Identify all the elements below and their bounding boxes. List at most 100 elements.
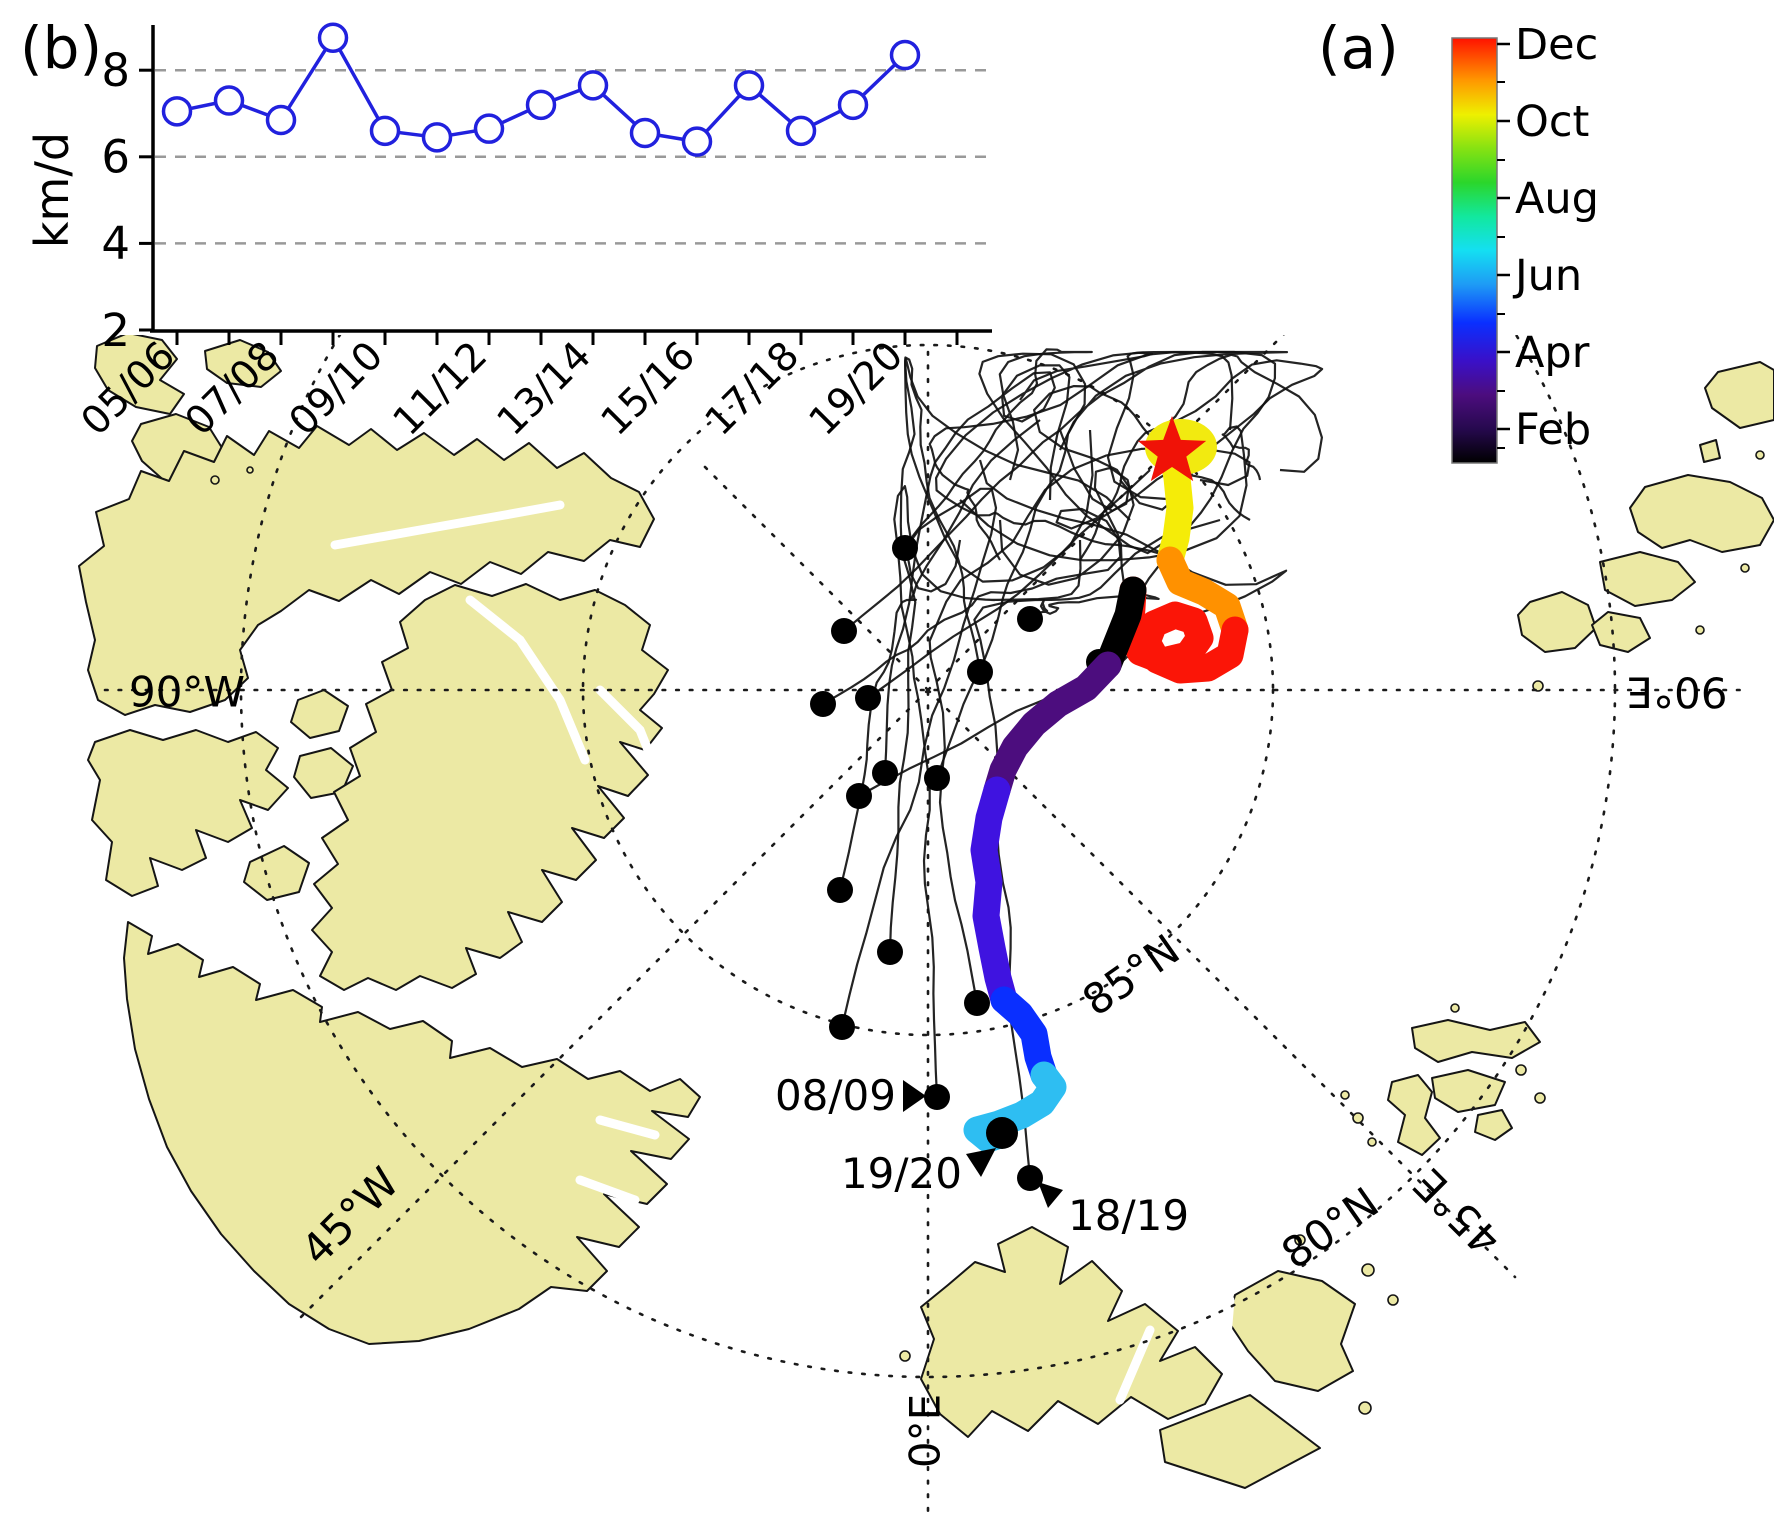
track-end-dot bbox=[924, 765, 950, 791]
track-end-dot bbox=[827, 877, 853, 903]
x-tick-label: 13/14 bbox=[489, 333, 600, 444]
islet bbox=[1340, 1090, 1350, 1100]
track-end-dot bbox=[877, 939, 903, 965]
thin-drift-tracks bbox=[822, 348, 1324, 1179]
data-point-marker bbox=[837, 89, 869, 121]
meridian-line bbox=[926, 335, 1285, 692]
landmass bbox=[1704, 361, 1774, 429]
islet bbox=[1534, 1092, 1546, 1104]
longitude-label: 90°E bbox=[1627, 667, 1728, 716]
fjord-channel bbox=[575, 1175, 640, 1205]
drift-track-line bbox=[935, 352, 1170, 779]
track-end-dot bbox=[872, 760, 898, 786]
longitude-label: 90°W bbox=[129, 668, 245, 717]
data-point-marker bbox=[369, 115, 401, 147]
drift-track-tangle bbox=[959, 425, 1262, 562]
fjord-channel bbox=[1220, 1295, 1235, 1365]
meridian-line bbox=[926, 688, 1517, 1279]
y-axis-title: km/d bbox=[25, 132, 79, 248]
drift-track-tangle bbox=[934, 351, 1181, 562]
data-point-marker bbox=[421, 122, 453, 153]
track-month-segment bbox=[983, 651, 1122, 804]
panel-b-label: (b) bbox=[20, 14, 102, 82]
longitude-label: 45°E bbox=[1404, 1159, 1510, 1265]
islet bbox=[1695, 625, 1705, 635]
meridian-line bbox=[698, 460, 930, 692]
islet bbox=[1740, 563, 1750, 573]
x-tick-label: 09/10 bbox=[281, 333, 392, 444]
islet bbox=[899, 1350, 911, 1362]
data-point-marker bbox=[213, 85, 245, 116]
colorbar-month-label: Jun bbox=[1512, 251, 1582, 301]
y-tick-label: 8 bbox=[101, 44, 130, 97]
colorbar-month-label: Apr bbox=[1515, 328, 1590, 378]
landmass bbox=[920, 1226, 1223, 1438]
data-point-marker bbox=[577, 70, 609, 101]
track-end-dot bbox=[810, 691, 836, 717]
panel-a-label: (a) bbox=[1318, 14, 1399, 82]
track-end-dot bbox=[924, 1084, 950, 1110]
colorbar-month-label: Oct bbox=[1515, 97, 1589, 147]
season-annotation-label: 18/19 bbox=[1068, 1191, 1189, 1240]
data-point-marker bbox=[681, 126, 713, 157]
landmass bbox=[1227, 1270, 1356, 1392]
data-point-marker bbox=[785, 115, 817, 147]
islet bbox=[1755, 450, 1765, 460]
track-end-dot bbox=[1017, 606, 1043, 632]
y-tick-label: 2 bbox=[101, 304, 130, 357]
x-tick-label: 19/20 bbox=[801, 333, 912, 444]
y-tick-label: 6 bbox=[101, 131, 130, 184]
landmass bbox=[78, 425, 655, 716]
islet bbox=[1367, 1137, 1377, 1147]
landmass bbox=[311, 583, 669, 991]
colorbar-month-label: Feb bbox=[1515, 405, 1591, 455]
graticule bbox=[103, 335, 1752, 1514]
data-point-marker bbox=[473, 113, 505, 144]
islet bbox=[1387, 1294, 1399, 1306]
landmass bbox=[243, 845, 310, 901]
fjord-channel bbox=[345, 605, 370, 725]
data-point-marker bbox=[629, 117, 661, 149]
landmass bbox=[87, 729, 289, 897]
season-annotations: 08/09 19/20 18/19 bbox=[775, 1071, 1189, 1240]
landmass bbox=[1629, 474, 1774, 553]
colorbar-month-label: Dec bbox=[1515, 20, 1598, 70]
latitude-label: 80°N bbox=[1273, 1178, 1388, 1279]
fjord-channel bbox=[595, 1115, 660, 1140]
x-tick-label: 15/16 bbox=[593, 333, 704, 444]
track-end-dot bbox=[1017, 1165, 1043, 1191]
latitude-circle bbox=[581, 343, 1275, 1037]
track-end-dot bbox=[831, 618, 857, 644]
data-point-marker bbox=[525, 89, 557, 121]
landmass bbox=[1699, 439, 1721, 463]
islet bbox=[1532, 680, 1544, 692]
season-annotation-label: 19/20 bbox=[841, 1149, 962, 1198]
landmass bbox=[1474, 1109, 1513, 1141]
drift-track-tangle bbox=[928, 351, 1234, 561]
data-point-marker bbox=[161, 96, 193, 127]
annotation-arrow-icon bbox=[966, 1148, 996, 1177]
islet bbox=[246, 466, 254, 474]
fjord-channel bbox=[595, 685, 665, 785]
track-end-dot bbox=[967, 659, 993, 685]
track-month-segment bbox=[1116, 576, 1249, 684]
track-end-dot bbox=[892, 535, 918, 561]
fjord-channel bbox=[465, 595, 590, 765]
land-masses bbox=[78, 335, 1774, 1489]
latitude-label: 85°N bbox=[1074, 925, 1189, 1026]
track-end-dot bbox=[846, 783, 872, 809]
landmass bbox=[1411, 1019, 1541, 1063]
start-star-icon bbox=[1137, 416, 1207, 482]
track-end-dot bbox=[964, 990, 990, 1016]
season-annotation-label: 08/09 bbox=[775, 1071, 896, 1120]
track-end-dot bbox=[829, 1014, 855, 1040]
y-tick-label: 4 bbox=[101, 217, 130, 270]
drift-track-line bbox=[883, 364, 1071, 774]
islet bbox=[1361, 1263, 1375, 1277]
islet bbox=[1358, 1401, 1372, 1415]
month-colorbar: Dec Oct Aug Jun Apr Feb (a) bbox=[1318, 14, 1599, 464]
colorbar-gradient bbox=[1451, 37, 1498, 464]
drift-track-tangle bbox=[1032, 385, 1251, 521]
drift-track-line bbox=[840, 487, 998, 1028]
